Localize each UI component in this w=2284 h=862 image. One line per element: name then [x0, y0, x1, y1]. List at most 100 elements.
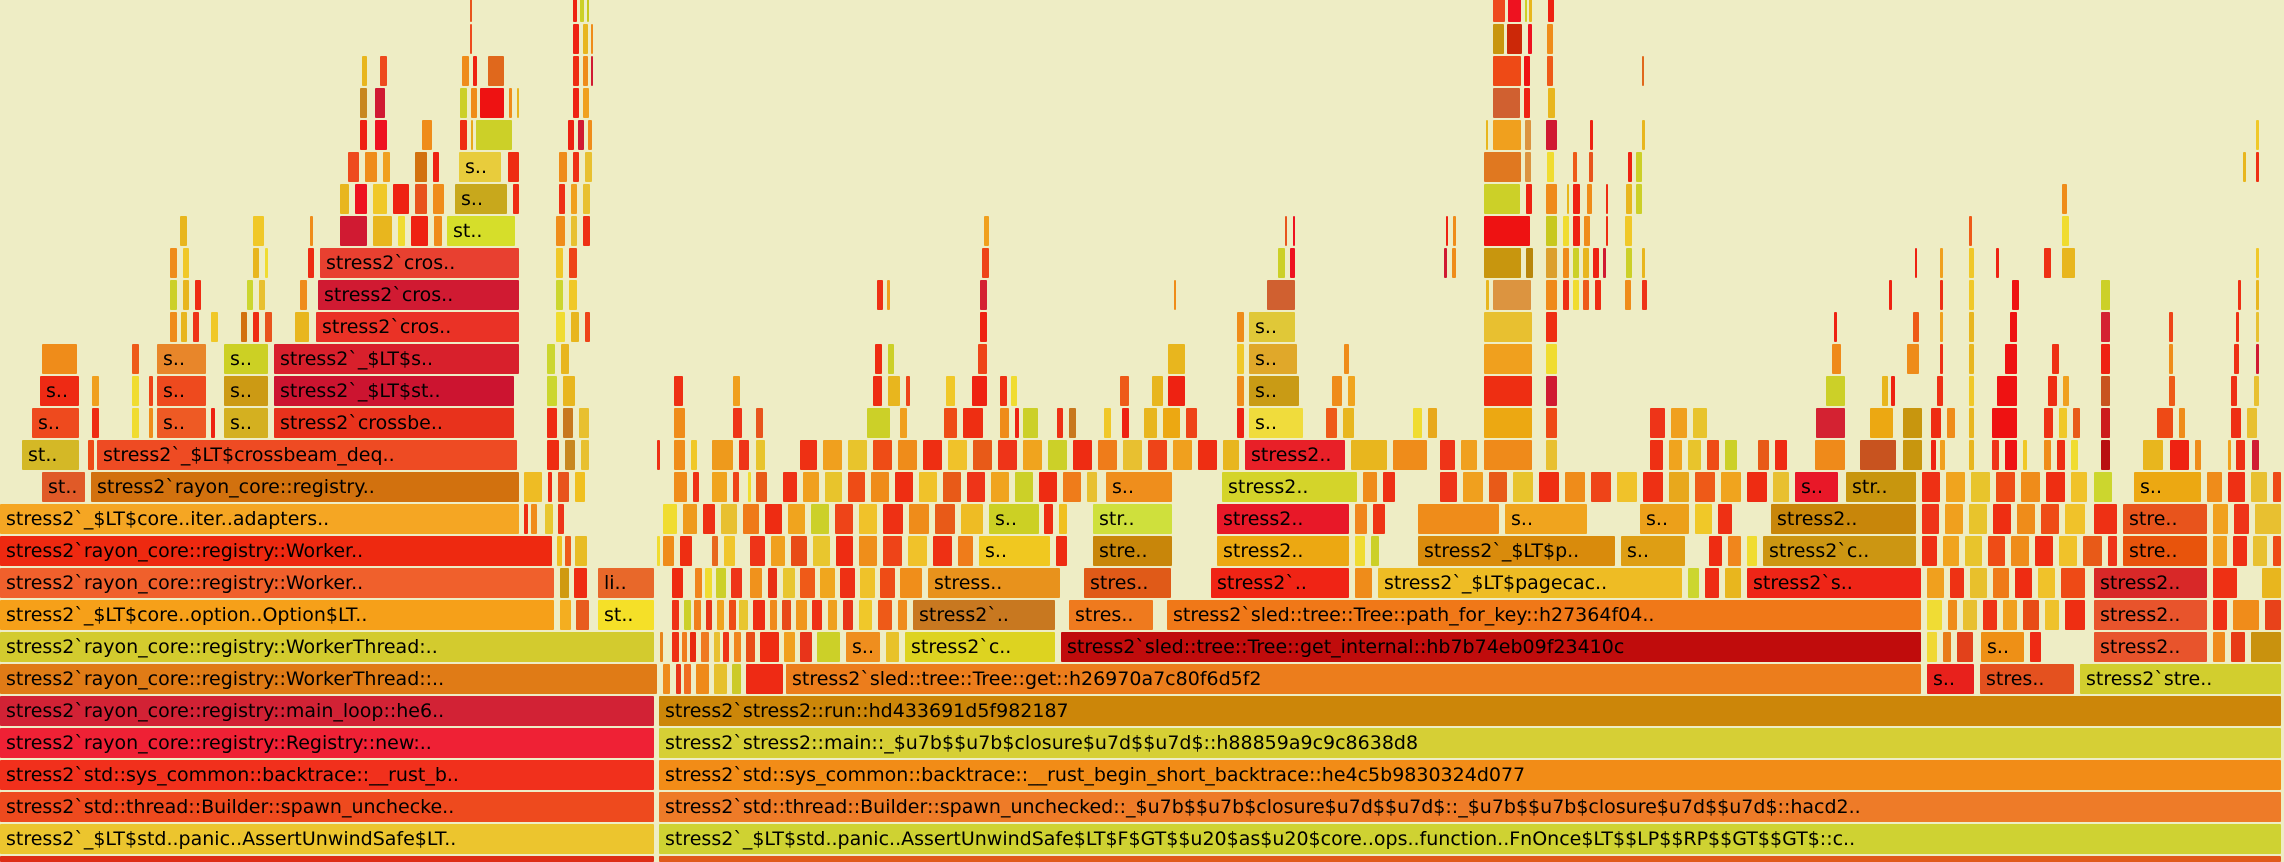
- flame-frame-sliver[interactable]: [2253, 536, 2267, 566]
- flame-frame-sliver[interactable]: [2012, 280, 2019, 310]
- flame-frame-sliver[interactable]: [1278, 248, 1285, 278]
- flame-frame[interactable]: stress2`stre..: [2080, 664, 2281, 694]
- flame-frame-sliver[interactable]: [476, 120, 512, 150]
- flame-frame-sliver[interactable]: [1940, 344, 1943, 374]
- flame-frame-sliver[interactable]: [935, 504, 955, 534]
- flame-frame[interactable]: stress2`_$LT$crossbeam_deq..: [97, 440, 517, 470]
- flame-frame-sliver[interactable]: [683, 504, 697, 534]
- flame-frame-sliver[interactable]: [556, 312, 565, 342]
- flame-frame[interactable]: stres..: [1084, 568, 1171, 598]
- flame-frame-sliver[interactable]: [1484, 376, 1532, 406]
- flame-frame-sliver[interactable]: [411, 216, 428, 246]
- flame-frame-sliver[interactable]: [980, 280, 987, 310]
- flame-frame-sliver[interactable]: [1725, 440, 1737, 470]
- flame-frame-sliver[interactable]: [674, 376, 683, 406]
- flame-frame-sliver[interactable]: [1628, 152, 1632, 182]
- flame-frame-sliver[interactable]: [1363, 472, 1377, 502]
- flame-frame-sliver[interactable]: [1513, 472, 1533, 502]
- flame-frame-sliver[interactable]: [575, 472, 585, 502]
- flame-frame-sliver[interactable]: [900, 568, 922, 598]
- flame-frame-sliver[interactable]: [1589, 152, 1593, 182]
- flame-frame-sliver[interactable]: [2256, 120, 2259, 150]
- flame-frame[interactable]: stress2`rayon_core::registry::WorkerThre…: [0, 664, 657, 694]
- flame-frame-sliver[interactable]: [373, 216, 392, 246]
- flame-frame-sliver[interactable]: [545, 504, 553, 534]
- flame-frame[interactable]: s..: [979, 536, 1050, 566]
- flame-frame-sliver[interactable]: [462, 56, 469, 86]
- flame-frame-sliver[interactable]: [2041, 504, 2059, 534]
- flame-frame-sliver[interactable]: [509, 88, 512, 118]
- flame-frame-sliver[interactable]: [672, 568, 683, 598]
- flame-frame-sliver[interactable]: [355, 184, 367, 214]
- flame-frame-sliver[interactable]: [1529, 0, 1532, 22]
- flame-frame-sliver[interactable]: [2228, 472, 2245, 502]
- flame-frame[interactable]: stress2`rayon_core::registry::WorkerThre…: [0, 632, 654, 662]
- flame-frame-sliver[interactable]: [729, 600, 736, 630]
- flame-frame-sliver[interactable]: [2005, 440, 2017, 470]
- flame-frame-sliver[interactable]: [887, 280, 890, 310]
- flame-frame[interactable]: s..: [1249, 408, 1303, 438]
- flame-frame-sliver[interactable]: [149, 408, 153, 438]
- flame-frame-sliver[interactable]: [170, 312, 177, 342]
- flame-frame-sliver[interactable]: [1970, 568, 1987, 598]
- flame-frame[interactable]: stress2`c..: [905, 632, 1055, 662]
- flame-frame-sliver[interactable]: [1351, 440, 1387, 470]
- flame-frame-sliver[interactable]: [433, 152, 439, 182]
- flame-frame-sliver[interactable]: [1626, 248, 1632, 278]
- flame-frame-sliver[interactable]: [933, 536, 952, 566]
- flame-frame-sliver[interactable]: [1650, 440, 1663, 470]
- flame-frame-sliver[interactable]: [380, 56, 387, 86]
- flame-frame-sliver[interactable]: [471, 120, 473, 150]
- flame-frame-sliver[interactable]: [2236, 312, 2239, 342]
- flame-frame-sliver[interactable]: [373, 184, 387, 214]
- flame-frame-sliver[interactable]: [195, 280, 201, 310]
- flame-frame-sliver[interactable]: [1546, 120, 1557, 150]
- flame-frame-sliver[interactable]: [2059, 408, 2067, 438]
- flame-frame-sliver[interactable]: [946, 376, 955, 406]
- flame-frame-sliver[interactable]: [42, 344, 77, 374]
- flame-frame-sliver[interactable]: [517, 88, 519, 118]
- flame-frame-sliver[interactable]: [563, 408, 573, 438]
- flame-frame-sliver[interactable]: [2063, 376, 2069, 406]
- flame-frame[interactable]: st..: [42, 472, 85, 502]
- flame-frame-sliver[interactable]: [1688, 568, 1699, 598]
- flame-frame-sliver[interactable]: [1950, 568, 1964, 598]
- flame-frame[interactable]: stress..: [928, 568, 1060, 598]
- flame-frame-sliver[interactable]: [1120, 376, 1129, 406]
- flame-frame-sliver[interactable]: [1626, 184, 1632, 214]
- flame-frame-sliver[interactable]: [2256, 344, 2259, 374]
- flame-frame-sliver[interactable]: [0, 856, 654, 862]
- flame-frame-sliver[interactable]: [1707, 440, 1719, 470]
- flame-frame-sliver[interactable]: [193, 312, 199, 342]
- flame-frame-sliver[interactable]: [2010, 312, 2017, 342]
- flame-frame-sliver[interactable]: [746, 664, 783, 694]
- flame-frame-sliver[interactable]: [1927, 600, 1942, 630]
- flame-frame-sliver[interactable]: [1922, 472, 1940, 502]
- flame-frame-sliver[interactable]: [1463, 472, 1483, 502]
- flame-frame-sliver[interactable]: [1671, 408, 1687, 438]
- flame-frame-sliver[interactable]: [659, 856, 2281, 862]
- flame-frame-sliver[interactable]: [1573, 216, 1580, 246]
- flame-frame-sliver[interactable]: [556, 248, 563, 278]
- flame-frame-sliver[interactable]: [800, 568, 815, 598]
- flame-frame-sliver[interactable]: [2169, 344, 2173, 374]
- flame-frame[interactable]: li..: [598, 568, 654, 598]
- flame-frame-sliver[interactable]: [1525, 0, 1527, 22]
- flame-frame-sliver[interactable]: [180, 216, 187, 246]
- flame-frame-sliver[interactable]: [2073, 408, 2080, 438]
- flame-frame-sliver[interactable]: [1163, 408, 1180, 438]
- flame-frame[interactable]: stress2`rayon_core::registry::Registry::…: [0, 728, 654, 758]
- flame-frame-sliver[interactable]: [2207, 472, 2222, 502]
- flame-frame-sliver[interactable]: [365, 152, 377, 182]
- flame-frame-sliver[interactable]: [1174, 280, 1176, 310]
- flame-frame-sliver[interactable]: [760, 632, 779, 662]
- flame-frame-sliver[interactable]: [682, 632, 687, 662]
- flame-frame[interactable]: s..: [224, 376, 268, 406]
- flame-frame-sliver[interactable]: [840, 568, 855, 598]
- flame-frame-sliver[interactable]: [2044, 440, 2051, 470]
- flame-frame-sliver[interactable]: [1237, 344, 1244, 374]
- flame-frame-sliver[interactable]: [1048, 440, 1067, 470]
- flame-frame-sliver[interactable]: [1669, 472, 1689, 502]
- flame-frame-sliver[interactable]: [569, 248, 577, 278]
- flame-frame-sliver[interactable]: [765, 504, 782, 534]
